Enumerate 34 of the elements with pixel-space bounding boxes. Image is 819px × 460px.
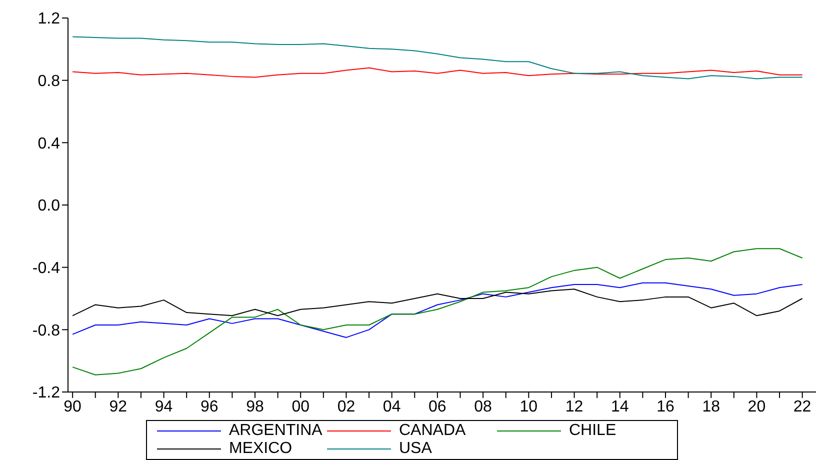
line-series [72,282,803,338]
y-tick-label: 0.8 [38,73,60,90]
x-tick-label: 06 [428,398,446,416]
x-tick-label: 12 [565,398,584,416]
x-tick-label: 94 [154,398,173,416]
y-tick-label: 1.2 [38,10,60,28]
legend-label: MEXICO [229,440,292,458]
x-tick-label: 08 [474,398,492,416]
x-tick-label: 00 [292,398,310,416]
x-tick-label: 18 [702,398,720,416]
line-series [72,36,803,80]
x-tick-label: 14 [610,398,629,416]
x-tick-label: 04 [382,398,401,416]
line-series [72,288,803,316]
y-tick-label: -0.8 [32,322,60,340]
line-series [72,248,803,376]
x-tick-label: 10 [520,398,538,416]
y-tick-label: -1.2 [32,384,60,402]
x-tick-label: 96 [200,398,218,416]
x-tick-label: 92 [109,398,128,416]
y-tick-label: -0.4 [32,260,60,278]
x-tick-label: 02 [337,398,356,416]
legend-label: CHILE [569,422,616,440]
line-series [72,67,803,78]
x-tick-label: 20 [748,398,766,416]
y-tick-label: 0.4 [38,135,60,152]
x-tick-label: 16 [656,398,674,416]
legend-label: CANADA [399,422,466,440]
legend-label: USA [399,440,432,458]
x-tick-label: 98 [246,398,264,416]
x-tick-label: 90 [64,398,82,416]
legend-label: ARGENTINA [229,422,322,440]
y-tick-label: 0.0 [38,198,60,215]
x-tick-label: 22 [793,398,812,416]
